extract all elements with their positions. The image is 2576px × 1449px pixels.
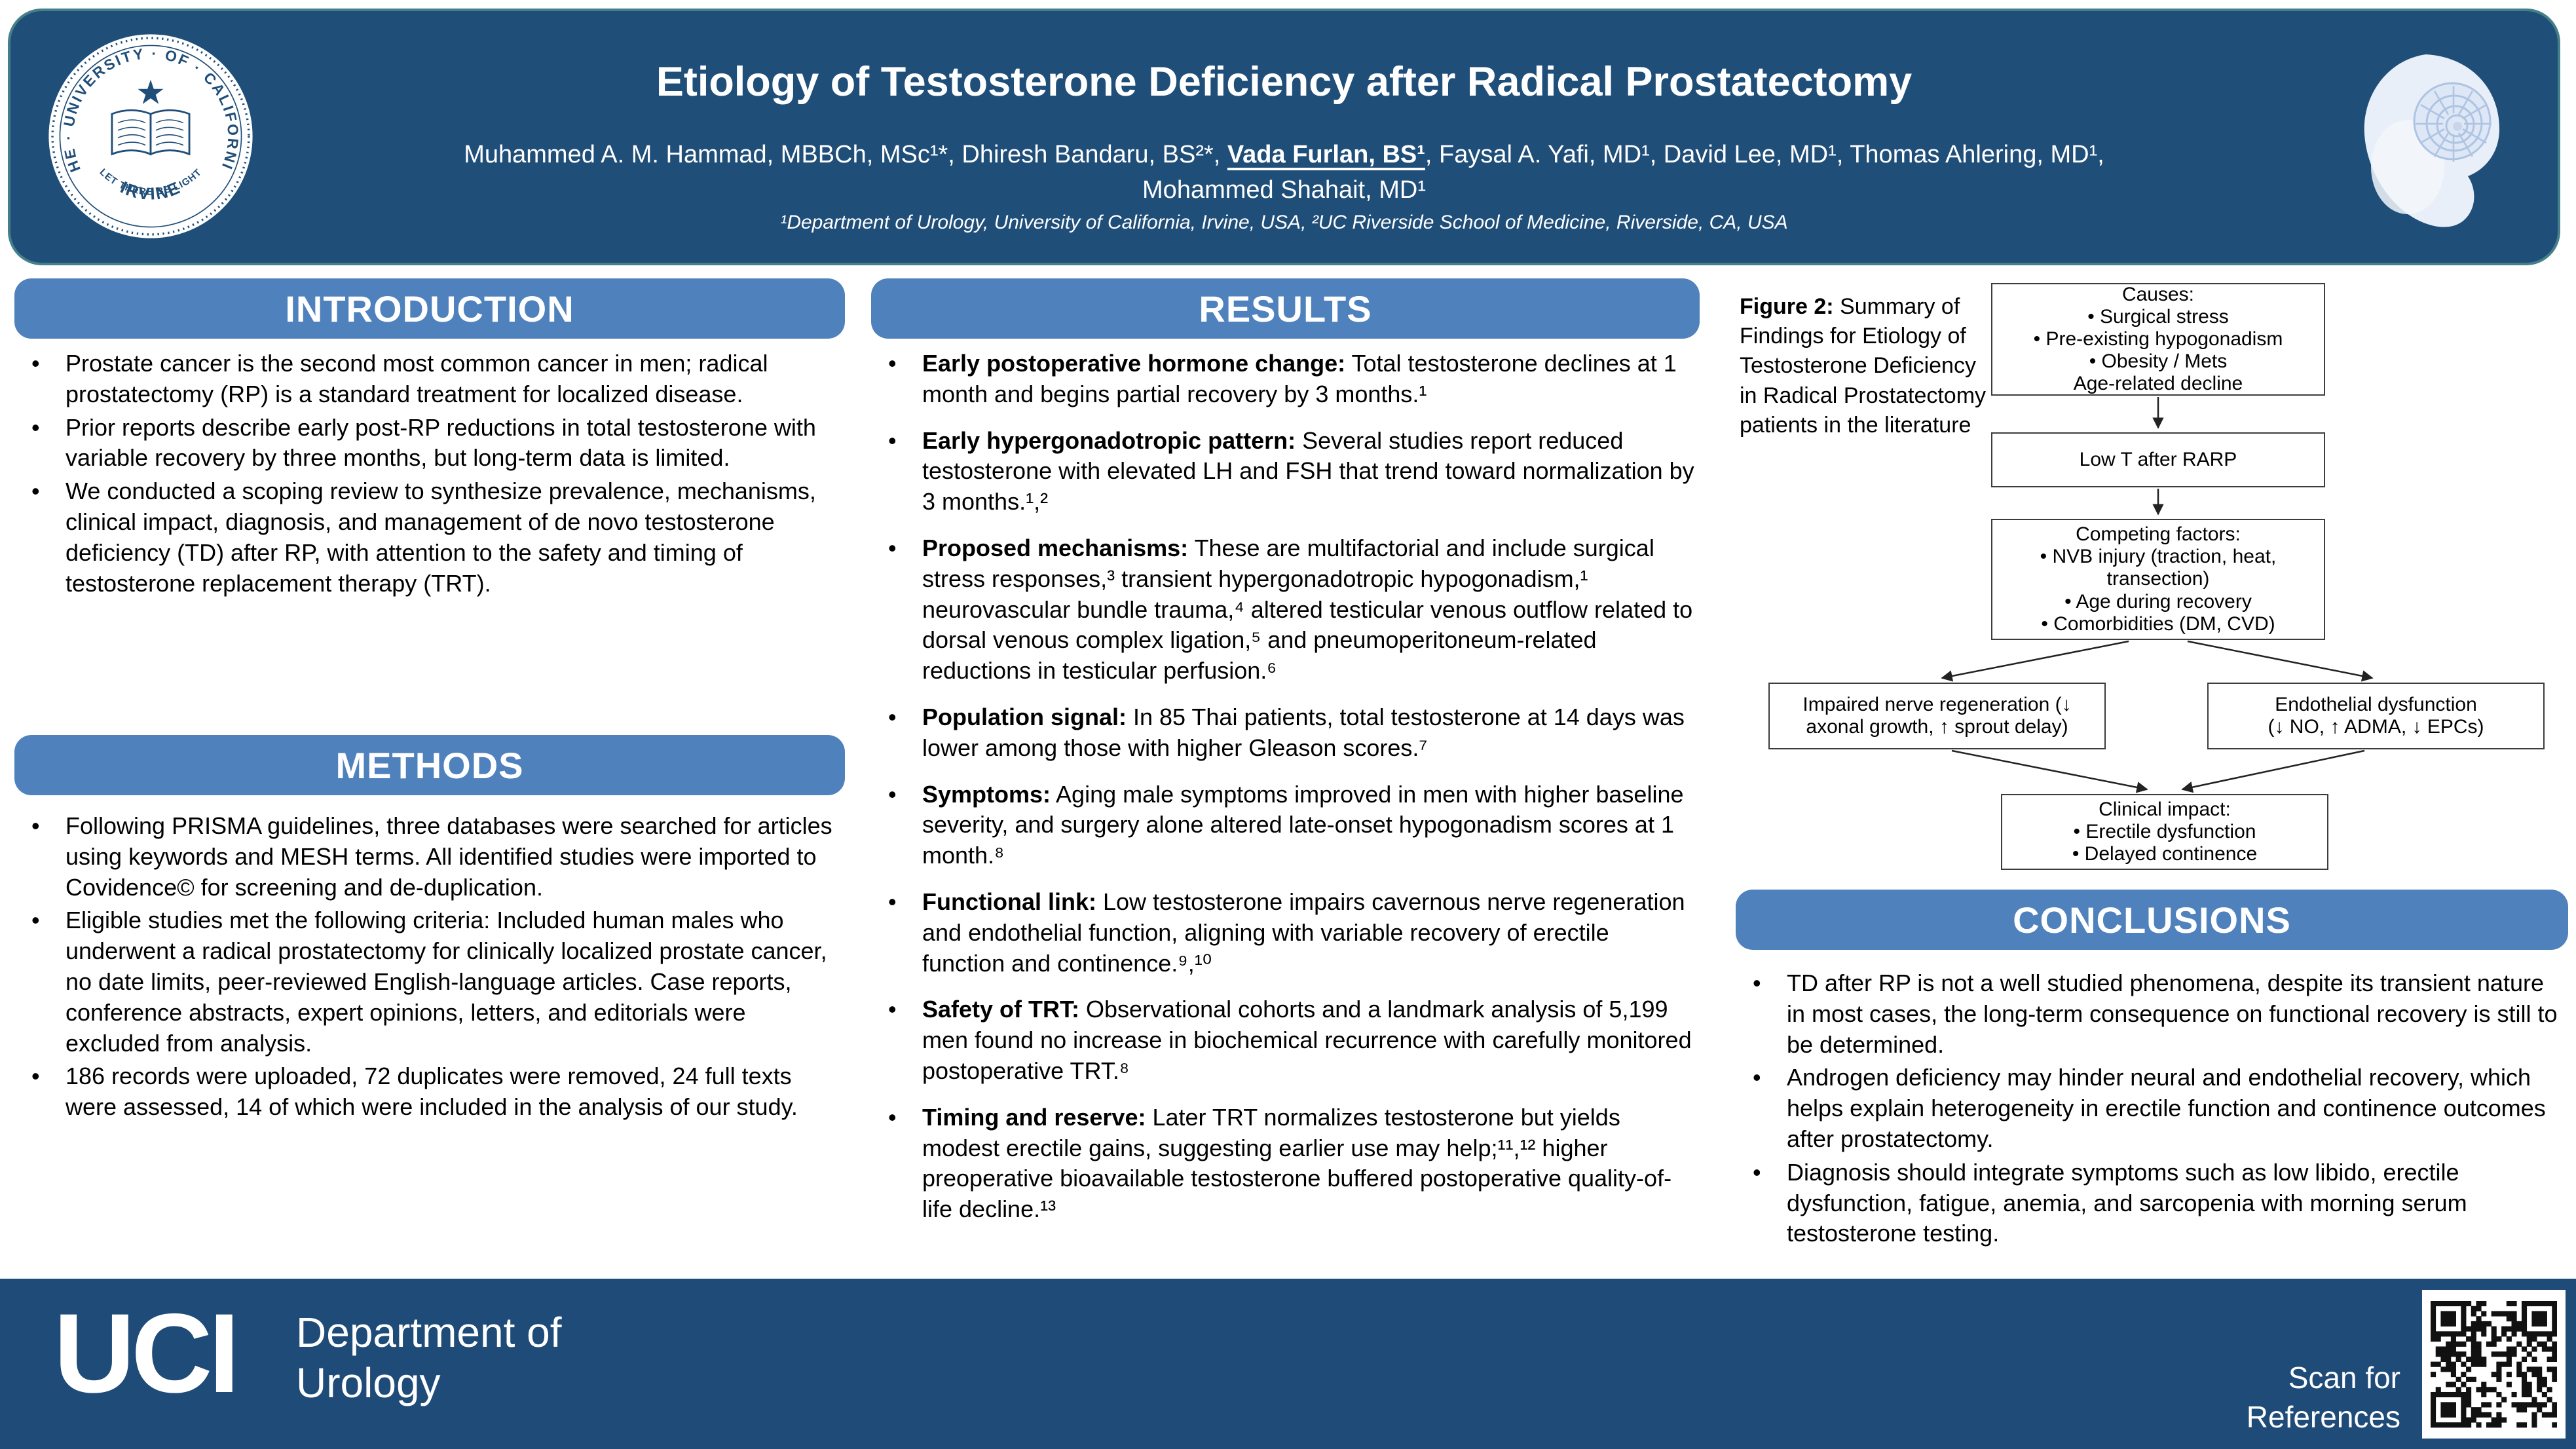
- list-item: Early postoperative hormone change: Tota…: [871, 348, 1697, 410]
- figure-caption-text: Summary of Findings for Etiology of Test…: [1740, 294, 1987, 438]
- column-introduction-methods: INTRODUCTION Prostate cancer is the seco…: [14, 275, 845, 1279]
- result-text: Later TRT normalizes testosterone but yi…: [922, 1103, 1672, 1223]
- scan-instruction: Scan for References: [2246, 1361, 2400, 1434]
- star-icon: [138, 79, 164, 104]
- list-item: Androgen deficiency may hinder neural an…: [1736, 1063, 2566, 1154]
- list-item: Safety of TRT: Observational cohorts and…: [871, 994, 1697, 1086]
- column-results: RESULTS Early postoperative hormone chan…: [871, 275, 1700, 1279]
- results-list: Early postoperative hormone change: Tota…: [871, 348, 1697, 1241]
- flow-node-text: Low T after RARP: [2079, 448, 2237, 470]
- result-lead: Safety of TRT:: [922, 996, 1080, 1023]
- flow-node-text: Impaired nerve regeneration (↓ axonal gr…: [1802, 693, 2072, 738]
- list-item: Symptoms: Aging male symptoms improved i…: [871, 780, 1697, 871]
- list-item: Timing and reserve: Later TRT normalizes…: [871, 1102, 1697, 1225]
- result-lead: Early hypergonadotropic pattern:: [922, 426, 1296, 454]
- result-lead: Symptoms:: [922, 780, 1051, 808]
- result-lead: Timing and reserve:: [922, 1103, 1146, 1131]
- list-item: We conducted a scoping review to synthes…: [14, 476, 842, 599]
- affiliation: ¹Department of Urology, University of Ca…: [780, 212, 1788, 233]
- result-lead: Proposed mechanisms:: [922, 534, 1189, 561]
- department-name: Department of Urology: [296, 1309, 562, 1406]
- list-item: 186 records were uploaded, 72 duplicates…: [14, 1061, 842, 1123]
- conclusions-list: TD after RP is not a well studied phenom…: [1736, 968, 2566, 1252]
- list-item: Population signal: In 85 Thai patients, …: [871, 702, 1697, 764]
- flow-node-clinical-impact: Clinical impact: • Erectile dysfunction …: [2001, 794, 2328, 870]
- authors-segment: Muhammed A. M. Hammad, MBBCh, MSc¹*, Dhi…: [464, 141, 1227, 168]
- methods-list: Following PRISMA guidelines, three datab…: [14, 811, 842, 1125]
- flow-node-competing-factors: Competing factors: • NVB injury (tractio…: [1991, 519, 2325, 640]
- result-text: In 85 Thai patients, total testosterone …: [922, 703, 1685, 761]
- flow-node-nerve-regeneration: Impaired nerve regeneration (↓ axonal gr…: [1768, 683, 2106, 749]
- section-header-introduction: INTRODUCTION: [14, 278, 845, 339]
- result-text: Several studies report reduced testoster…: [922, 426, 1694, 516]
- highlighted-author: Vada Furlan, BS¹: [1227, 141, 1425, 168]
- list-item: Early hypergonadotropic pattern: Several…: [871, 426, 1697, 518]
- authors-line-2: Mohammed Shahait, MD¹: [1142, 176, 1426, 204]
- list-item: Functional link: Low testosterone impair…: [871, 887, 1697, 979]
- flow-node-text: Clinical impact: • Erectile dysfunction …: [2072, 798, 2258, 865]
- list-item: Prostate cancer is the second most commo…: [14, 348, 842, 410]
- list-item: Proposed mechanisms: These are multifact…: [871, 533, 1697, 687]
- section-header-methods: METHODS: [14, 735, 845, 795]
- flow-node-low-t: Low T after RARP: [1991, 432, 2325, 487]
- result-text: These are multifactorial and include sur…: [922, 534, 1693, 685]
- poster-header: THE · UNIVERSITY · OF · CALIFORNIA: [8, 9, 2560, 265]
- qr-code-svg: [2431, 1301, 2557, 1428]
- nautilus-shell-image: [2364, 54, 2499, 227]
- open-book-icon: [111, 109, 191, 156]
- list-item: Diagnosis should integrate symptoms such…: [1736, 1157, 2566, 1249]
- uc-irvine-seal-logo: THE · UNIVERSITY · OF · CALIFORNIA: [47, 32, 253, 238]
- flow-node-text: Competing factors: • NVB injury (tractio…: [2040, 523, 2277, 635]
- authors-line-1: Muhammed A. M. Hammad, MBBCh, MSc¹*, Dhi…: [253, 141, 2315, 169]
- list-item: Following PRISMA guidelines, three datab…: [14, 811, 842, 903]
- list-item: TD after RP is not a well studied phenom…: [1736, 968, 2566, 1060]
- poster-title: Etiology of Testosterone Deficiency afte…: [656, 59, 1913, 105]
- flow-node-causes: Causes: • Surgical stress • Pre-existing…: [1991, 283, 2325, 396]
- column-figure-conclusions: Figure 2: Summary of Findings for Etiolo…: [1736, 275, 2568, 1279]
- poster-footer: UCI Department of Urology Scan for Refer…: [0, 1279, 2576, 1449]
- result-text: Observational cohorts and a landmark ana…: [922, 996, 1692, 1084]
- result-text: Total testosterone declines at 1 month a…: [922, 350, 1677, 407]
- flow-node-text: Endothelial dysfunction (↓ NO, ↑ ADMA, ↓…: [2268, 693, 2484, 738]
- flow-node-endothelial-dysfunction: Endothelial dysfunction (↓ NO, ↑ ADMA, ↓…: [2207, 683, 2545, 749]
- figure-caption-label: Figure 2:: [1740, 294, 1834, 319]
- result-lead: Functional link:: [922, 888, 1096, 915]
- section-header-results: RESULTS: [871, 278, 1700, 339]
- result-text: Low testosterone impairs cavernous nerve…: [922, 888, 1685, 977]
- result-lead: Population signal:: [922, 703, 1127, 730]
- header-text-block: Etiology of Testosterone Deficiency afte…: [292, 11, 2276, 263]
- uci-wordmark-logo: UCI: [54, 1290, 240, 1416]
- section-header-conclusions: CONCLUSIONS: [1736, 890, 2568, 950]
- authors-segment: , Faysal A. Yafi, MD¹, David Lee, MD¹, T…: [1425, 141, 2104, 168]
- flow-node-text: Causes: • Surgical stress • Pre-existing…: [2033, 283, 2283, 395]
- introduction-list: Prostate cancer is the second most commo…: [14, 348, 842, 601]
- result-lead: Early postoperative hormone change:: [922, 350, 1346, 377]
- result-text: Aging male symptoms improved in men with…: [922, 780, 1684, 869]
- list-item: Prior reports describe early post-RP red…: [14, 413, 842, 474]
- list-item: Eligible studies met the following crite…: [14, 905, 842, 1059]
- figure-caption: Figure 2: Summary of Findings for Etiolo…: [1740, 292, 1996, 440]
- qr-code: [2422, 1290, 2566, 1439]
